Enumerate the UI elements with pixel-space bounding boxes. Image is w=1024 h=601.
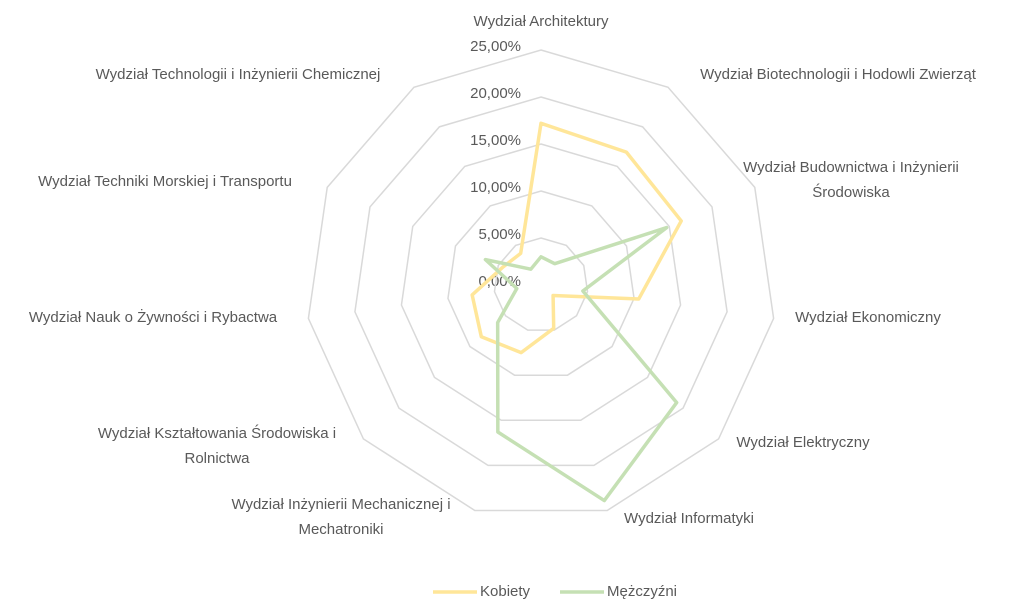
label-line: Mechatroniki: [298, 521, 383, 538]
category-label: Wydział Budownictwa i Inżynierii Środowis…: [743, 159, 959, 201]
category-label: Wydział Techniki Morskiej i Transportu: [38, 173, 292, 190]
y-tick-label: 5,00%: [478, 226, 521, 243]
y-tick-label: 20,00%: [470, 85, 521, 102]
label-line: Środowiska: [812, 183, 890, 201]
y-tick-label: 15,00%: [470, 132, 521, 149]
category-label: Wydział Nauk o Żywności i Rybactwa: [29, 308, 278, 326]
category-label: Wydział Technologii i Inżynierii Chemicz…: [96, 66, 381, 83]
label-line: Wydział Inżynierii Mechanicznej i: [231, 496, 450, 513]
grid-ring: [447, 190, 635, 376]
category-label: Wydział Kształtowania Środowiska i Rolnic…: [98, 424, 336, 467]
label-line: Wydział Kształtowania Środowiska i: [98, 424, 336, 442]
grid-ring: [354, 96, 728, 467]
category-label: Wydział Elektryczny: [736, 434, 870, 451]
category-label: Wydział Ekonomiczny: [795, 309, 941, 326]
category-label: Wydział Biotechnologii i Hodowli Zwierzą…: [700, 66, 977, 83]
grid-ring: [307, 49, 775, 512]
legend-label: Kobiety: [480, 583, 531, 600]
legend-label: Mężczyźni: [607, 583, 677, 600]
grid-ring: [400, 143, 682, 422]
y-tick-label: 25,00%: [470, 38, 521, 55]
y-tick-label: 10,00%: [470, 179, 521, 196]
label-line: Wydział Budownictwa i Inżynierii: [743, 159, 959, 176]
series-line: [483, 225, 679, 503]
category-label: Wydział Architektury: [474, 13, 609, 30]
label-line: Rolnictwa: [184, 450, 250, 467]
category-label: Wydział Inżynierii Mechanicznej i Mechatr…: [231, 496, 450, 538]
category-label: Wydział Informatyki: [624, 510, 754, 527]
